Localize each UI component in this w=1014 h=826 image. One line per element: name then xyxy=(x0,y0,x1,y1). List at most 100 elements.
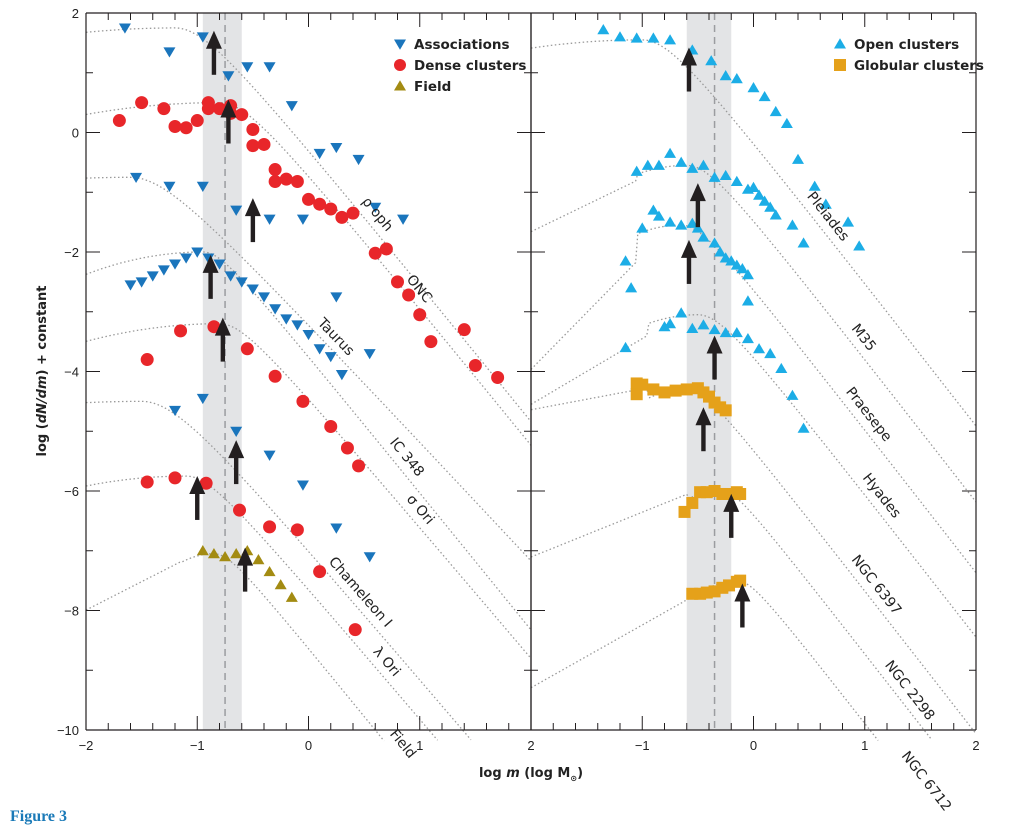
arrow-head-right-5 xyxy=(723,493,740,512)
y-tick-label-6: −10 xyxy=(57,723,79,738)
data-point-left-6-1 xyxy=(168,471,182,485)
data-point-left-0-10 xyxy=(369,202,382,213)
series-left-7 xyxy=(196,545,298,602)
data-point-right-4-4 xyxy=(658,386,671,399)
data-point-left-5-3 xyxy=(263,450,276,461)
legend-marker-left-2 xyxy=(394,80,406,91)
arrow-head-left-6 xyxy=(189,475,206,494)
arrow-head-left-0 xyxy=(205,30,222,49)
data-point-left-1-12 xyxy=(246,123,260,137)
figure-caption: Figure 3 xyxy=(10,808,68,825)
data-point-left-5-1 xyxy=(196,393,209,405)
data-point-left-3-19 xyxy=(335,369,348,381)
fit-curve-left-4 xyxy=(85,323,532,659)
data-point-left-4-0 xyxy=(140,353,154,367)
data-point-left-0-3 xyxy=(222,71,235,82)
series-left-5 xyxy=(169,393,376,563)
arrow-shaft-right-3 xyxy=(712,345,717,380)
data-point-left-7-7 xyxy=(274,579,287,590)
data-point-right-6-7 xyxy=(734,574,747,587)
arrow-icon-right-1 xyxy=(689,183,706,228)
data-point-left-1-31 xyxy=(468,359,482,373)
fit-curve-right-3 xyxy=(530,314,977,638)
data-point-right-0-9 xyxy=(747,81,760,93)
data-point-right-1-12 xyxy=(753,189,766,200)
data-point-right-0-8 xyxy=(730,73,743,84)
arrow-shaft-left-1 xyxy=(226,109,231,144)
curve-label-left-0: ρ oph xyxy=(358,194,396,235)
data-point-left-0-1 xyxy=(163,47,176,58)
data-point-right-2-11 xyxy=(714,246,727,257)
data-point-right-2-1 xyxy=(625,282,638,293)
shaded-band-left xyxy=(202,13,242,730)
data-point-left-7-5 xyxy=(252,554,265,565)
arrow-shaft-left-4 xyxy=(220,327,226,362)
data-point-left-6-7 xyxy=(348,623,362,637)
data-point-left-6-2 xyxy=(199,476,213,490)
data-point-left-1-20 xyxy=(313,197,327,211)
shaded-bands-layer xyxy=(202,13,732,730)
data-point-right-0-2 xyxy=(630,32,643,43)
data-point-left-3-6 xyxy=(191,247,204,258)
arrow-icon-right-0 xyxy=(680,47,697,92)
data-point-left-3-1 xyxy=(135,277,148,288)
data-point-right-2-6 xyxy=(675,219,688,230)
data-point-right-2-2 xyxy=(636,222,649,233)
data-point-right-2-8 xyxy=(691,222,704,233)
series-left-4 xyxy=(140,320,366,473)
data-point-right-3-7 xyxy=(719,326,732,338)
arrow-shaft-right-4 xyxy=(701,417,706,452)
arrow-head-left-4 xyxy=(214,317,231,336)
data-point-left-1-32 xyxy=(491,370,505,384)
x-axis-title-close: ) xyxy=(577,766,583,781)
data-point-right-1-6 xyxy=(697,159,710,170)
legend-marker-right-1 xyxy=(834,59,846,71)
data-point-left-3-16 xyxy=(302,329,315,341)
data-point-right-0-7 xyxy=(719,70,732,81)
legend-layer: Associations Dense clusters Field Open clus… xyxy=(394,37,984,95)
data-point-left-7-8 xyxy=(285,591,298,602)
data-point-left-7-6 xyxy=(263,565,276,577)
series-right-5 xyxy=(678,485,747,518)
data-point-right-3-12 xyxy=(775,362,788,374)
data-point-left-0-0 xyxy=(118,23,131,34)
series-left-6 xyxy=(140,471,362,637)
data-point-left-1-22 xyxy=(335,210,349,224)
data-point-left-1-18 xyxy=(290,174,304,188)
data-point-left-3-3 xyxy=(157,265,170,276)
data-point-right-4-1 xyxy=(630,388,643,401)
data-point-left-6-5 xyxy=(290,523,304,537)
data-point-right-3-10 xyxy=(753,343,766,354)
data-point-left-4-3 xyxy=(240,342,254,356)
data-point-right-2-5 xyxy=(664,216,677,227)
data-point-right-3-14 xyxy=(797,422,810,433)
legend-label-left-0: Associations xyxy=(414,37,510,53)
data-point-left-1-1 xyxy=(135,96,149,110)
fit-curve-left-5 xyxy=(85,400,472,741)
data-point-right-0-15 xyxy=(819,198,832,209)
data-point-right-4-5 xyxy=(669,384,682,397)
curve-label-right-3: Hyades xyxy=(859,470,904,521)
x-axis-title: log m (log M⊙) xyxy=(479,766,583,783)
data-point-right-1-5 xyxy=(686,162,699,173)
fit-curve-left-2 xyxy=(85,176,532,562)
data-point-left-4-5 xyxy=(296,394,310,408)
data-point-left-3-14 xyxy=(280,314,293,325)
curve-label-left-7: Field xyxy=(386,727,419,762)
data-point-right-5-0 xyxy=(678,505,691,518)
data-point-left-1-8 xyxy=(213,102,226,116)
legend-label-left-1: Dense clusters xyxy=(414,58,526,74)
data-point-left-0-7 xyxy=(313,148,326,160)
data-point-right-2-14 xyxy=(730,259,743,270)
data-point-left-3-12 xyxy=(258,292,270,303)
data-point-left-5-5 xyxy=(330,523,343,534)
data-point-right-0-6 xyxy=(705,55,718,66)
data-point-right-3-3 xyxy=(675,307,688,318)
data-point-left-1-2 xyxy=(157,102,171,116)
series-right-4 xyxy=(630,377,732,417)
data-point-right-2-3 xyxy=(647,204,660,215)
data-point-left-6-4 xyxy=(263,520,277,534)
data-point-left-2-0 xyxy=(130,172,143,184)
data-point-left-5-4 xyxy=(296,480,309,491)
series-left-1 xyxy=(112,96,505,384)
